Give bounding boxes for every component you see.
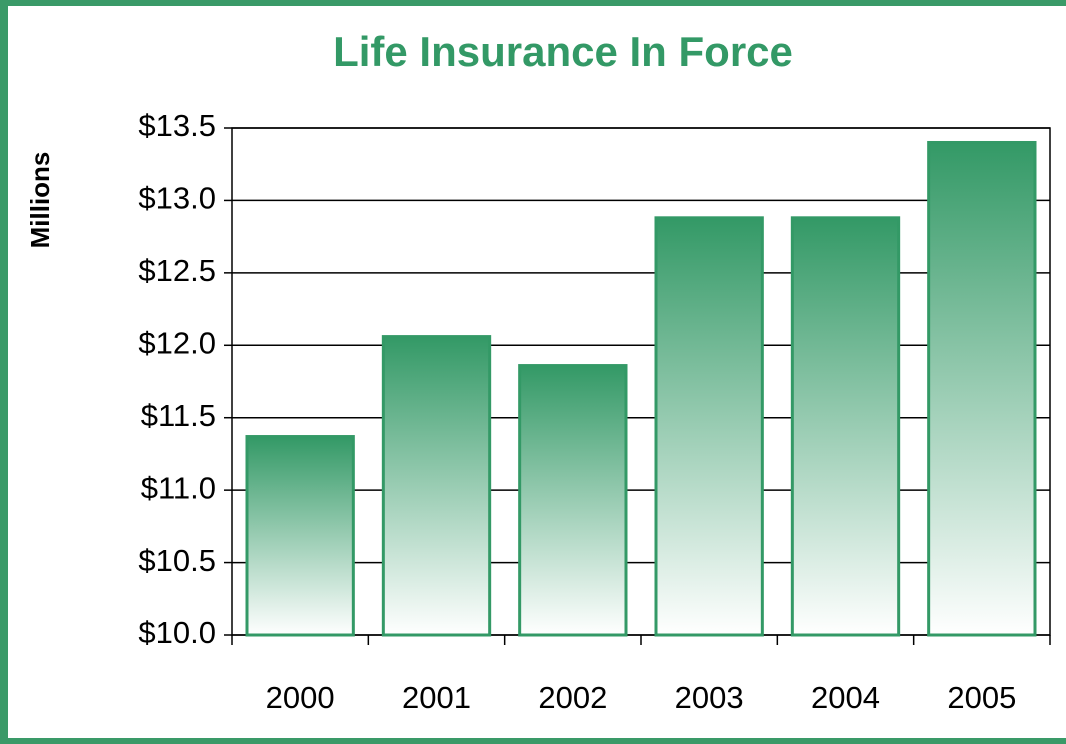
y-tick-label: $12.0 xyxy=(138,325,216,360)
bar xyxy=(518,364,628,637)
bar xyxy=(654,216,764,637)
x-tick-label: 2000 xyxy=(266,680,335,715)
y-tick-label: $12.5 xyxy=(138,253,216,288)
y-tick-label: $10.0 xyxy=(138,615,216,650)
x-tick-label: 2005 xyxy=(947,680,1016,715)
x-tick-label: 2002 xyxy=(538,680,607,715)
bar xyxy=(245,435,355,637)
y-tick-label: $10.5 xyxy=(138,543,216,578)
x-tick-label: 2001 xyxy=(402,680,471,715)
bar xyxy=(790,216,901,637)
y-tick-label: $13.5 xyxy=(138,108,216,143)
y-tick-label: $13.0 xyxy=(138,181,216,216)
y-tick-label: $11.5 xyxy=(141,398,216,433)
x-tick-label: 2004 xyxy=(811,680,880,715)
bar xyxy=(927,140,1037,637)
x-tick-label: 2003 xyxy=(675,680,744,715)
bar xyxy=(381,335,492,637)
y-tick-label: $11.0 xyxy=(141,470,216,505)
chart-title: Life Insurance In Force xyxy=(333,28,793,75)
y-axis-label: Millions xyxy=(25,152,55,249)
